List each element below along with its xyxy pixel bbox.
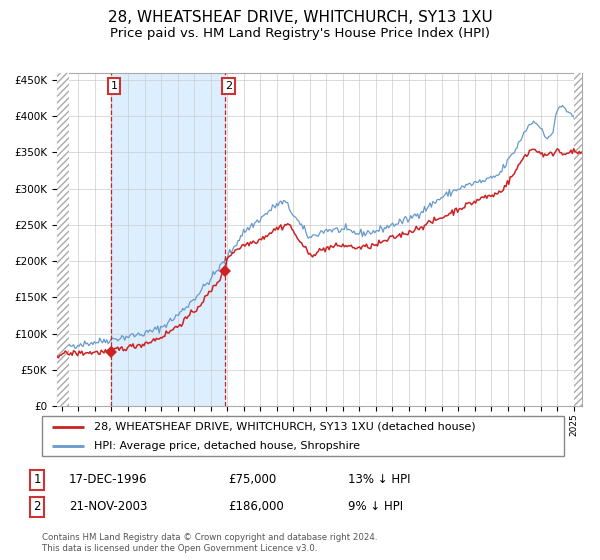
FancyBboxPatch shape [42, 416, 564, 456]
Text: HPI: Average price, detached house, Shropshire: HPI: Average price, detached house, Shro… [94, 441, 360, 451]
Text: 1: 1 [110, 81, 118, 91]
Text: 21-NOV-2003: 21-NOV-2003 [69, 500, 148, 514]
Text: 2: 2 [34, 500, 41, 514]
Bar [111, 73, 225, 406]
Text: Price paid vs. HM Land Registry's House Price Index (HPI): Price paid vs. HM Land Registry's House … [110, 27, 490, 40]
Text: 9% ↓ HPI: 9% ↓ HPI [348, 500, 403, 514]
Text: 13% ↓ HPI: 13% ↓ HPI [348, 473, 410, 487]
Text: 1: 1 [34, 473, 41, 487]
Bar [574, 73, 582, 406]
Text: 17-DEC-1996: 17-DEC-1996 [69, 473, 148, 487]
Text: 28, WHEATSHEAF DRIVE, WHITCHURCH, SY13 1XU (detached house): 28, WHEATSHEAF DRIVE, WHITCHURCH, SY13 1… [94, 422, 476, 432]
Text: 28, WHEATSHEAF DRIVE, WHITCHURCH, SY13 1XU: 28, WHEATSHEAF DRIVE, WHITCHURCH, SY13 1… [107, 10, 493, 25]
Text: Contains HM Land Registry data © Crown copyright and database right 2024.
This d: Contains HM Land Registry data © Crown c… [42, 533, 377, 553]
Text: £75,000: £75,000 [228, 473, 276, 487]
Text: £186,000: £186,000 [228, 500, 284, 514]
Bar [57, 73, 68, 406]
Text: 2: 2 [225, 81, 232, 91]
